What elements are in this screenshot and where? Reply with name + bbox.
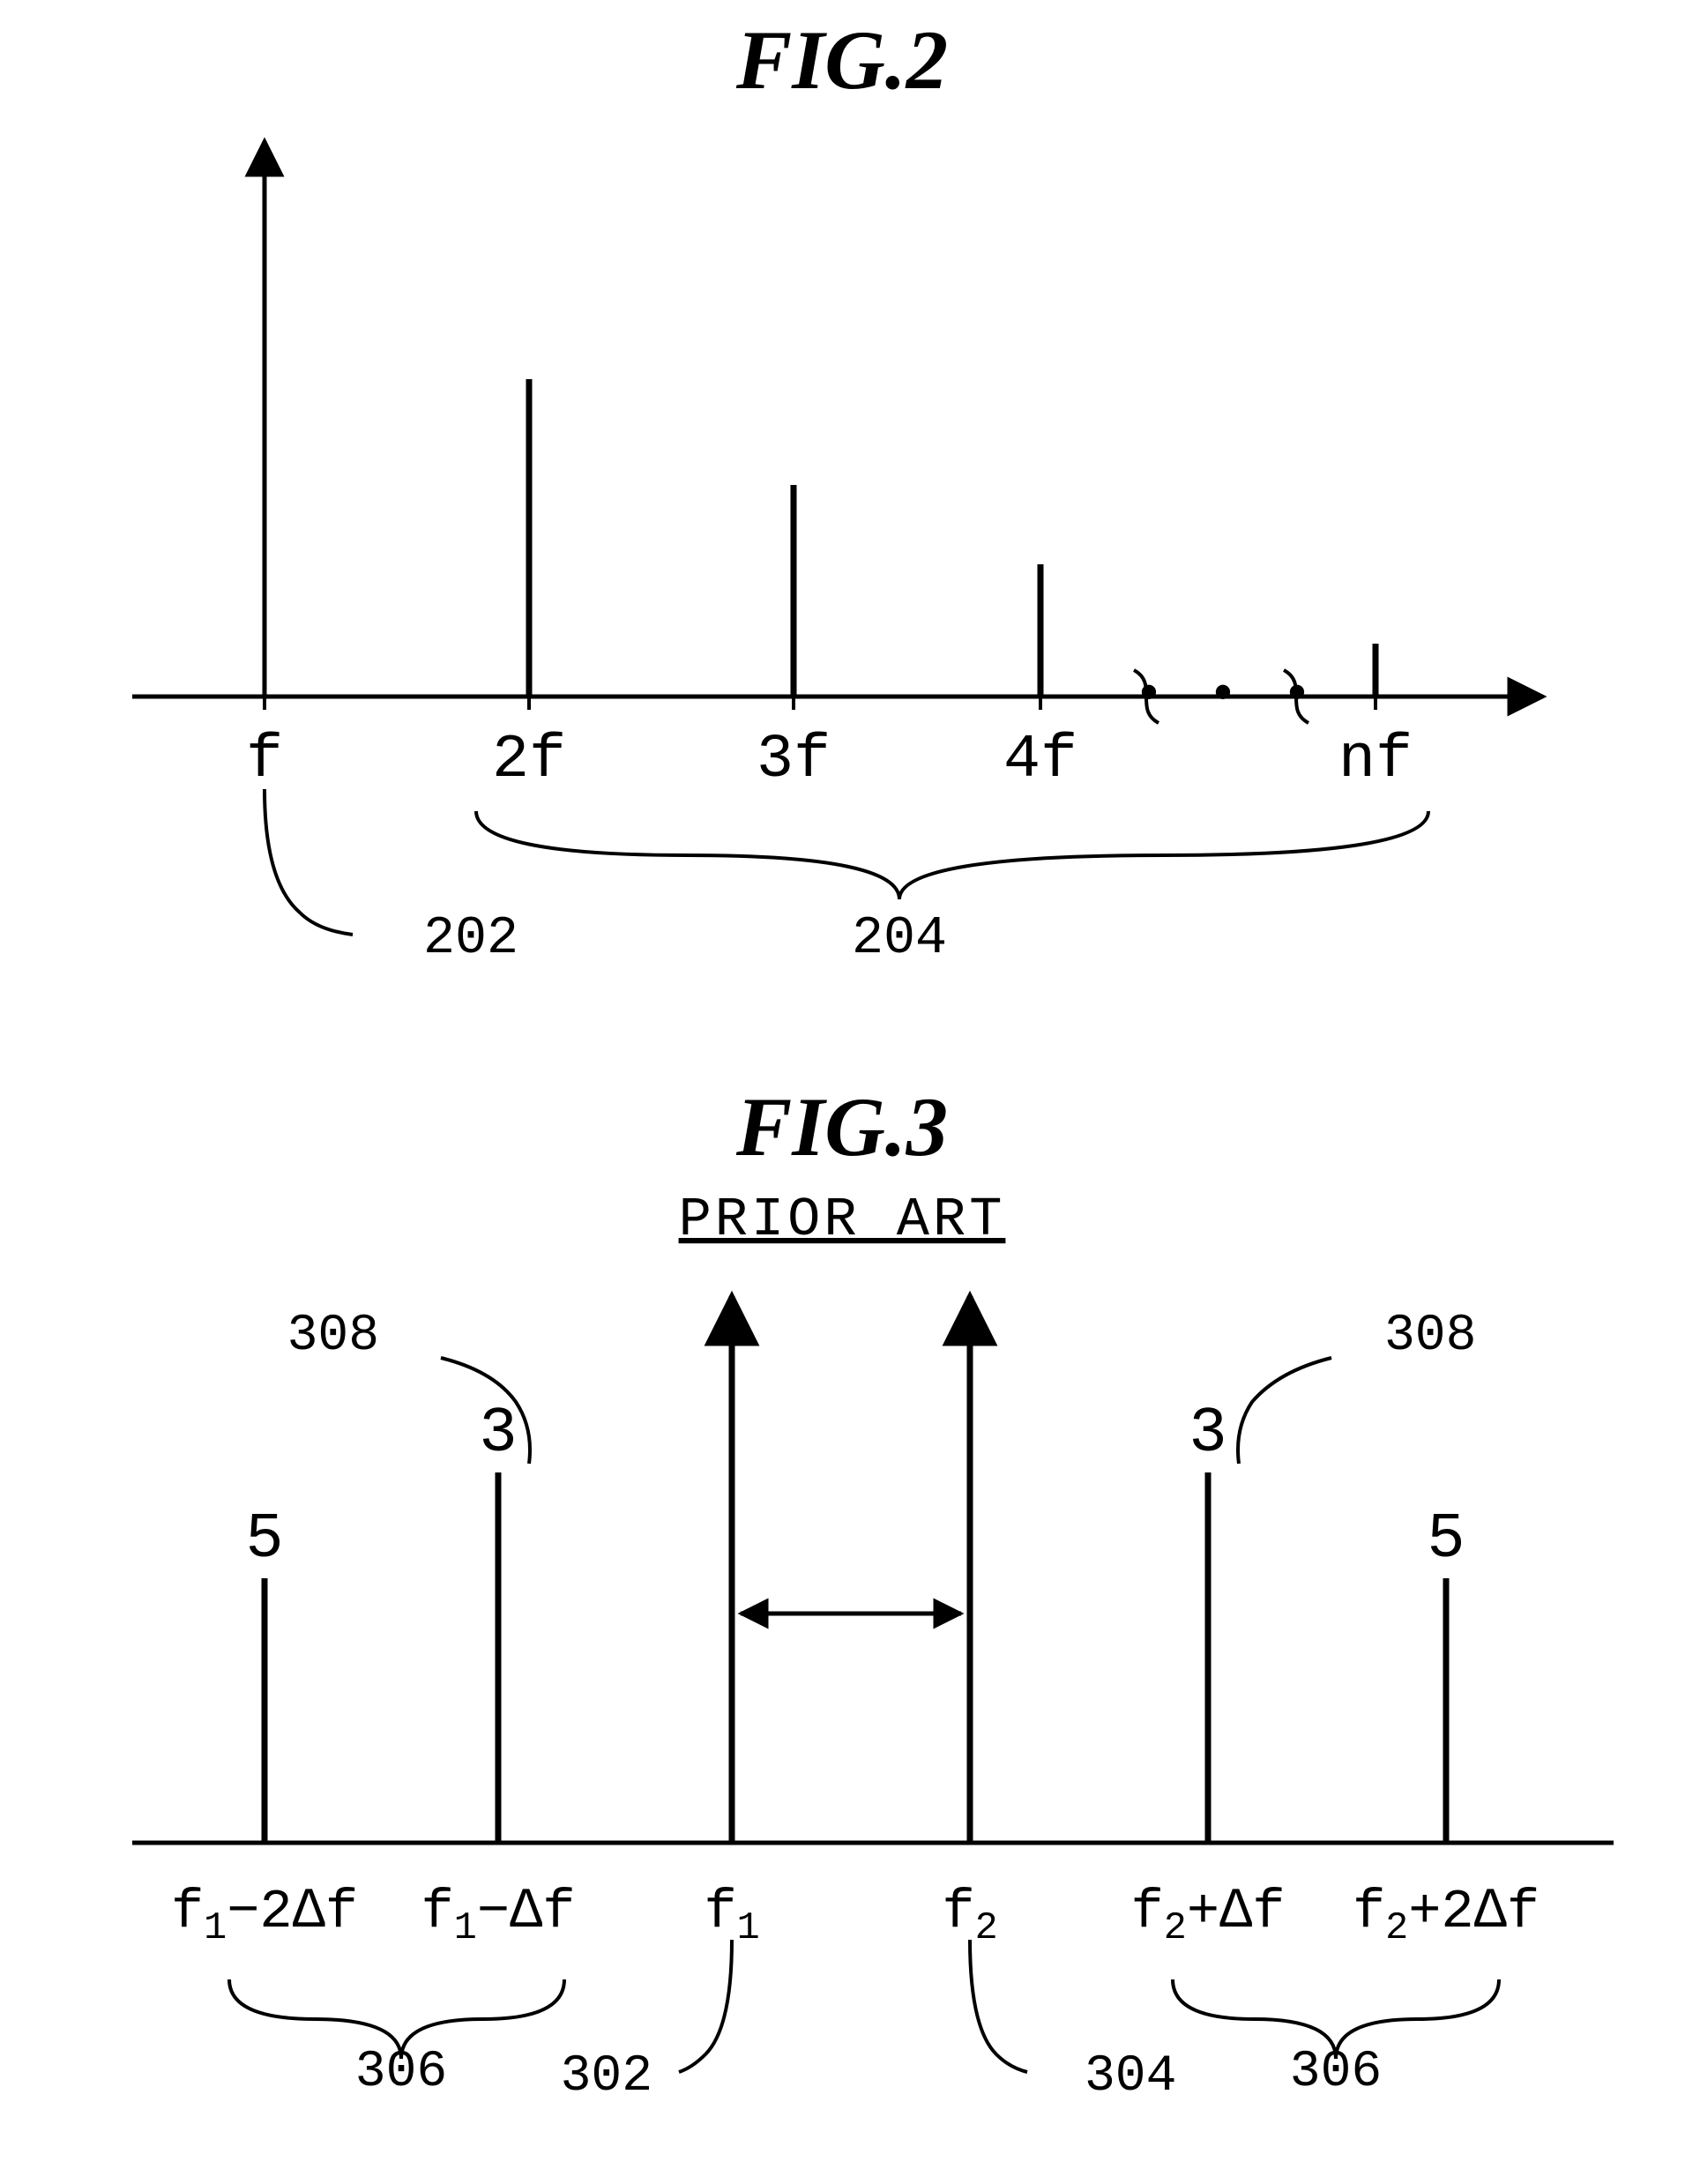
fig2-callout-202: 202 [423, 909, 518, 969]
fig3-subtitle: PRIOR ART [679, 1189, 1006, 1251]
fig2-axis-label: 4f [1003, 726, 1077, 795]
fig3-callout-304-leader [970, 1940, 1027, 2072]
fig3-callout-304: 304 [1085, 2048, 1176, 2106]
fig3-callout-302: 302 [561, 2048, 652, 2106]
fig2-axis-label: f [246, 726, 283, 795]
fig3-order-label: 5 [245, 1503, 283, 1576]
fig3-order-label: 5 [1427, 1503, 1465, 1576]
fig3-product-label: f2+∆f [1131, 1881, 1286, 1950]
fig3-product-label: f1−∆f [421, 1881, 576, 1950]
fig2-callout-204: 204 [852, 909, 947, 969]
fig3-order-label: 3 [479, 1398, 517, 1470]
fig3-callout-306-right: 306 [1290, 2044, 1382, 2101]
fig3-title: FIG.3 [735, 1080, 948, 1174]
fig2-axis-label: nf [1338, 726, 1413, 795]
fig3-callout-306-left: 306 [355, 2044, 447, 2101]
fig2-axis-label: 2f [492, 726, 566, 795]
fig2-callout-202-leader [265, 789, 353, 935]
fig3-callout-308-right-leader [1238, 1358, 1331, 1464]
fig3-callout-302-leader [679, 1940, 732, 2072]
fig2-title: FIG.2 [735, 13, 948, 107]
fig2-axis-label: 3f [757, 726, 831, 795]
fig3-product-label: f1−2∆f [171, 1881, 358, 1950]
fig3-callout-308-left: 308 [287, 1308, 379, 1365]
fig3-order-label: 3 [1189, 1398, 1226, 1470]
fig3-product-label: f2+2∆f [1353, 1881, 1540, 1950]
fig3-callout-308-right: 308 [1384, 1308, 1476, 1365]
fig2-ellipsis: • • • [1133, 667, 1318, 727]
